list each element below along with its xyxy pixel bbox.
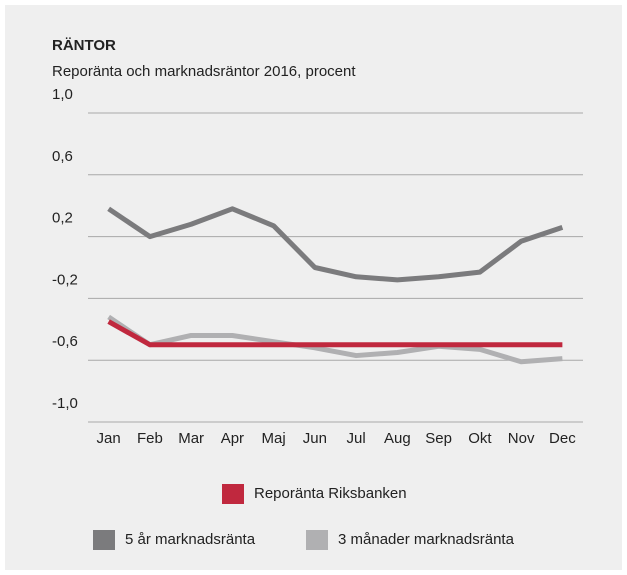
x-tick-label: Mar [178, 430, 204, 447]
chart-subtitle: Reporänta och marknadsräntor 2016, proce… [52, 63, 356, 80]
y-tick-label: 0,2 [52, 210, 73, 227]
x-tick-label: Nov [508, 430, 535, 447]
x-tick-label: Okt [468, 430, 492, 447]
y-tick-label: -1,0 [52, 395, 78, 412]
x-tick-label: Maj [262, 430, 286, 447]
x-tick-label: Aug [384, 430, 411, 447]
x-tick-label: Jul [347, 430, 366, 447]
legend-swatch [93, 530, 115, 550]
y-tick-label: -0,2 [52, 271, 78, 288]
x-tick-label: Dec [549, 430, 576, 447]
line-series [107, 319, 563, 348]
y-tick-label: 1,0 [52, 86, 73, 103]
legend-label: 3 månader marknadsränta [338, 531, 515, 548]
line-series [107, 206, 564, 283]
x-tick-label: Apr [221, 430, 244, 447]
y-tick-label: -0,6 [52, 333, 78, 350]
x-tick-label: Jun [303, 430, 327, 447]
y-tick-label: 0,6 [52, 148, 73, 165]
chart-title: RÄNTOR [52, 37, 116, 54]
legend-swatch [306, 530, 328, 550]
line-series [107, 314, 563, 365]
legend-label: 5 år marknadsränta [125, 531, 256, 548]
x-tick-label: Feb [137, 430, 163, 447]
legend-label: Reporänta Riksbanken [254, 485, 407, 502]
legend-swatch [222, 484, 244, 504]
x-tick-label: Jan [97, 430, 121, 447]
x-tick-label: Sep [425, 430, 452, 447]
background [5, 5, 622, 570]
